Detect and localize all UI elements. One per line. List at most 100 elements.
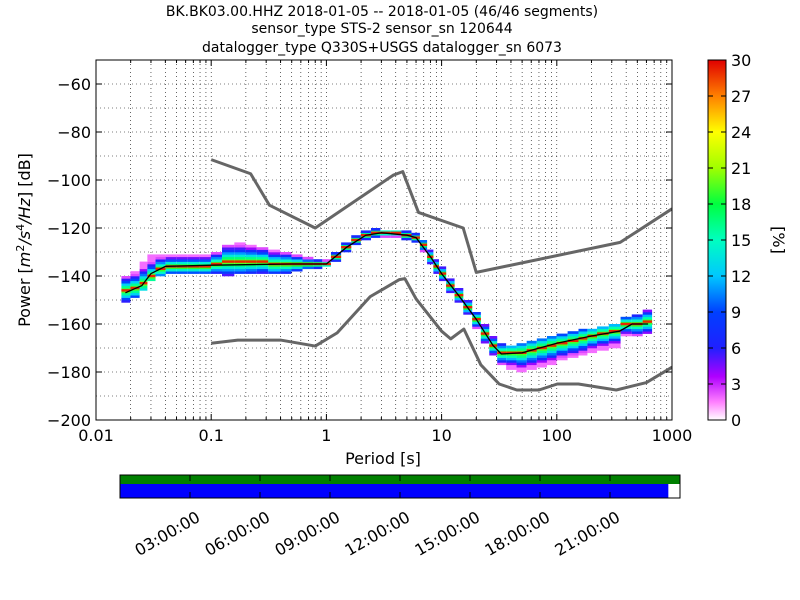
density-cell bbox=[245, 252, 257, 255]
density-cell bbox=[268, 252, 281, 255]
density-cell bbox=[642, 312, 653, 315]
x-tick-label: 0.1 bbox=[198, 426, 223, 445]
density-cell bbox=[322, 264, 331, 267]
density-cell bbox=[546, 355, 557, 358]
density-cell bbox=[245, 256, 257, 260]
density-cell bbox=[480, 328, 490, 332]
density-cell bbox=[139, 261, 148, 265]
density-cell bbox=[480, 338, 490, 342]
density-cell bbox=[480, 333, 490, 337]
density-cell bbox=[433, 261, 439, 265]
density-cell bbox=[597, 328, 609, 332]
density-cell bbox=[526, 350, 537, 354]
density-cell bbox=[121, 297, 131, 301]
density-cell bbox=[187, 256, 200, 260]
density-cell bbox=[210, 271, 223, 274]
density-cell bbox=[454, 297, 464, 301]
density-cell bbox=[433, 271, 439, 274]
density-cell bbox=[516, 364, 527, 368]
density-cell bbox=[631, 316, 643, 320]
density-cell bbox=[147, 264, 156, 267]
density-cell bbox=[433, 266, 439, 270]
density-cell bbox=[341, 247, 352, 250]
density-cell bbox=[147, 259, 156, 262]
density-cell bbox=[351, 235, 361, 238]
density-cell bbox=[291, 268, 303, 272]
density-cell bbox=[463, 312, 473, 315]
density-cell bbox=[536, 340, 547, 344]
density-cell bbox=[245, 254, 257, 258]
density-cell bbox=[587, 348, 598, 351]
density-cell bbox=[280, 266, 292, 270]
density-cell bbox=[280, 252, 292, 255]
y-axis-label: Power [m2/s4/Hz] [dB] bbox=[14, 153, 34, 327]
density-cell bbox=[526, 357, 537, 361]
density-cell bbox=[147, 268, 156, 272]
density-cell bbox=[121, 292, 131, 296]
density-cell bbox=[291, 256, 303, 260]
density-cell bbox=[234, 249, 246, 253]
density-peak-cell bbox=[234, 260, 246, 263]
density-cell bbox=[268, 264, 281, 267]
density-cell bbox=[620, 328, 632, 332]
x-tick-label: 0.01 bbox=[78, 426, 114, 445]
chart-title-line-1: BK.BK03.00.HHZ 2018-01-05 -- 2018-01-05 … bbox=[166, 4, 598, 20]
x-axis-ticks: 0.01 0.1 1 10 100 1000 bbox=[78, 60, 692, 445]
density-cell bbox=[234, 266, 246, 270]
density-cell bbox=[234, 268, 246, 272]
density-cell bbox=[587, 350, 598, 354]
density-cell bbox=[578, 352, 588, 356]
density-peak-cell bbox=[546, 344, 557, 347]
y-tick-label: −180 bbox=[47, 363, 91, 382]
density-cell bbox=[256, 252, 269, 255]
density-cell bbox=[597, 338, 609, 342]
density-cell bbox=[245, 244, 257, 248]
x-tick-label: 1 bbox=[321, 426, 331, 445]
density-cell bbox=[256, 261, 269, 265]
y-tick-label: −160 bbox=[47, 315, 91, 334]
density-cell bbox=[268, 256, 281, 260]
density-cell bbox=[130, 292, 140, 296]
density-cell bbox=[280, 259, 292, 262]
colorbar-tick-label: 24 bbox=[731, 123, 751, 142]
density-cell bbox=[597, 333, 609, 337]
density-cell bbox=[210, 268, 223, 272]
density-cell bbox=[268, 259, 281, 262]
density-cell bbox=[268, 254, 281, 258]
colorbar-tick-label: 6 bbox=[731, 339, 741, 358]
density-cell bbox=[199, 266, 211, 270]
density-peak-cell bbox=[642, 320, 653, 323]
density-cell bbox=[526, 360, 537, 363]
density-cell bbox=[155, 268, 166, 272]
density-cell bbox=[222, 256, 235, 260]
density-cell bbox=[516, 343, 527, 346]
density-cell bbox=[608, 336, 621, 339]
density-cell bbox=[526, 343, 537, 346]
density-peak-cell bbox=[620, 322, 632, 326]
density-cell bbox=[516, 360, 527, 363]
density-cell bbox=[165, 268, 177, 272]
density-cell bbox=[516, 345, 527, 349]
colorbar-tick-label: 15 bbox=[731, 231, 751, 250]
density-cell bbox=[222, 271, 235, 274]
density-cell bbox=[360, 237, 371, 241]
density-cell bbox=[165, 266, 177, 270]
density-cell bbox=[546, 345, 557, 349]
density-cell bbox=[130, 280, 140, 284]
density-cell bbox=[497, 343, 507, 346]
density-cell bbox=[536, 364, 547, 368]
density-cell bbox=[427, 249, 434, 253]
density-cell bbox=[556, 345, 568, 349]
density-cell bbox=[187, 266, 200, 270]
density-cell bbox=[578, 350, 588, 354]
density-cell bbox=[147, 276, 156, 279]
density-cell bbox=[578, 331, 588, 334]
density-cell bbox=[121, 280, 131, 284]
density-cell bbox=[526, 352, 537, 356]
density-cell bbox=[433, 259, 439, 262]
density-cell bbox=[506, 362, 517, 366]
density-cell bbox=[536, 355, 547, 358]
density-cell bbox=[330, 259, 342, 262]
density-cell bbox=[121, 283, 131, 286]
